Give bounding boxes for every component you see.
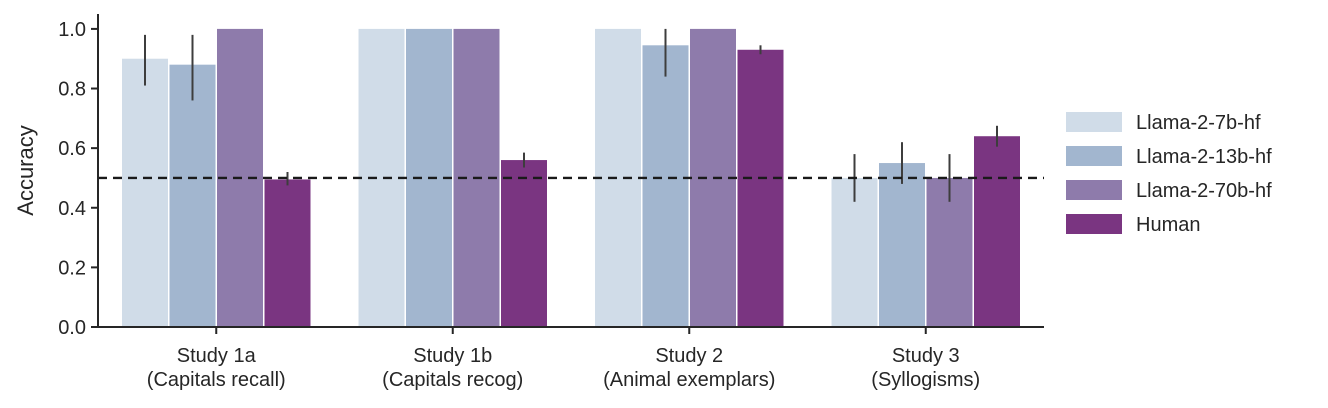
x-tick-label-2-1: (Animal exemplars) (603, 369, 775, 391)
legend-swatch-2 (1066, 180, 1122, 200)
bar-Llama-2-70b-hf-3 (926, 177, 973, 327)
legend-swatch-1 (1066, 146, 1122, 166)
bar-Llama-2-13b-hf-2 (642, 45, 689, 328)
x-tick-label-0-0: Study 1a (177, 345, 257, 367)
legend-label-1: Llama-2-13b-hf (1136, 146, 1272, 168)
bar-Human-3 (974, 136, 1020, 327)
bar-Llama-2-13b-hf-0 (169, 64, 216, 327)
x-tick-label-0-1: (Capitals recall) (147, 369, 286, 391)
x-tick-label-1-0: Study 1b (413, 345, 492, 367)
bar-Human-2 (737, 49, 784, 328)
plot-area (98, 28, 1044, 328)
x-tick-label-1-1: (Capitals recog) (382, 369, 523, 391)
bar-Human-0 (264, 179, 311, 327)
y-tick-label-1: 0.2 (58, 257, 86, 279)
legend-label-0: Llama-2-7b-hf (1136, 112, 1261, 134)
x-tick-label-2-0: Study 2 (655, 345, 723, 367)
legend-label-2: Llama-2-70b-hf (1136, 180, 1272, 202)
y-tick-label-0: 0.0 (58, 317, 86, 339)
legend-label-3: Human (1136, 214, 1200, 236)
bar-Llama-2-7b-hf-1 (358, 28, 405, 328)
y-tick-label-3: 0.6 (58, 138, 86, 160)
legend-swatch-0 (1066, 112, 1122, 132)
bar-Llama-2-13b-hf-3 (879, 163, 925, 327)
y-tick-label-4: 0.8 (58, 79, 86, 101)
y-tick-label-2: 0.4 (58, 198, 86, 220)
x-tick-label-3-0: Study 3 (892, 345, 960, 367)
bar-Llama-2-7b-hf-2 (595, 28, 641, 328)
bar-Llama-2-7b-hf-0 (122, 58, 168, 327)
legend-swatch-3 (1066, 214, 1122, 234)
bar-Human-1 (501, 160, 547, 327)
y-tick-label-5: 1.0 (58, 19, 86, 41)
bar-Llama-2-7b-hf-3 (831, 177, 878, 327)
y-axis-label: Accuracy (13, 125, 38, 215)
x-tick-label-3-1: (Syllogisms) (871, 369, 980, 391)
legend: Llama-2-7b-hf Llama-2-13b-hf Llama-2-70b-h… (1066, 112, 1272, 236)
